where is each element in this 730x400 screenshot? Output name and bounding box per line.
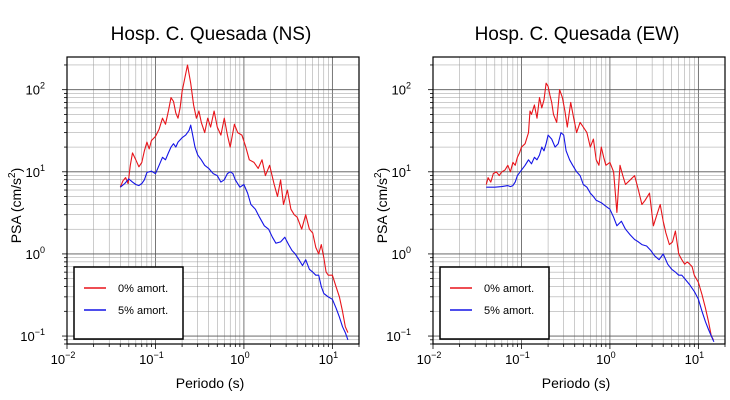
grid	[66, 57, 360, 345]
legend-box	[439, 266, 550, 340]
y-tick-label: 101	[392, 163, 411, 180]
y-tick-label: 100	[26, 245, 45, 262]
legend-label: 5% amort.	[118, 305, 168, 317]
x-tick-label: 101	[319, 350, 338, 367]
y-tick-label: 10−1	[20, 327, 45, 344]
x-axis-label: Periodo (s)	[176, 375, 244, 391]
series-line-damped	[486, 132, 715, 343]
x-tick-label: 10−1	[505, 350, 530, 367]
x-tick-label: 100	[596, 350, 615, 367]
y-tick-label: 102	[392, 81, 411, 98]
y-tick-label: 101	[26, 163, 45, 180]
chart-ns-panel: 10−2 10−1 100 101 10−1 100 101 102 Hosp. C. Ques…	[7, 24, 360, 391]
y-axis-label: PSA (cm/s2)	[373, 168, 390, 244]
legend-label: 0% amort.	[118, 283, 168, 295]
y-tick-label: 100	[392, 245, 411, 262]
x-tick-label: 10−1	[139, 350, 164, 367]
series-line-damped	[119, 124, 349, 340]
x-tick-label: 10−2	[417, 350, 442, 367]
y-axis-label: PSA (cm/s2)	[7, 168, 24, 244]
y-tick-label: 102	[26, 81, 45, 98]
y-tick-label: 10−1	[386, 327, 411, 344]
series-line-undamped	[119, 64, 349, 333]
x-axis-label: Periodo (s)	[542, 375, 610, 391]
legend-box	[73, 266, 184, 340]
x-tick-label: 101	[685, 350, 704, 367]
legend-label: 5% amort.	[484, 305, 534, 317]
legend-label: 0% amort.	[484, 283, 534, 295]
x-tick-label: 10−2	[51, 350, 76, 367]
chart-ew-panel: 10−2 10−1 100 101 10−1 100 101 102 Hosp. C. Ques…	[373, 24, 726, 391]
plot-frame	[432, 56, 726, 345]
plot-frame	[66, 56, 360, 345]
chart-title: Hosp. C. Quesada (EW)	[475, 24, 680, 45]
x-tick-label: 100	[230, 350, 249, 367]
series-line-undamped	[485, 82, 714, 341]
chart-title: Hosp. C. Quesada (NS)	[111, 24, 312, 45]
